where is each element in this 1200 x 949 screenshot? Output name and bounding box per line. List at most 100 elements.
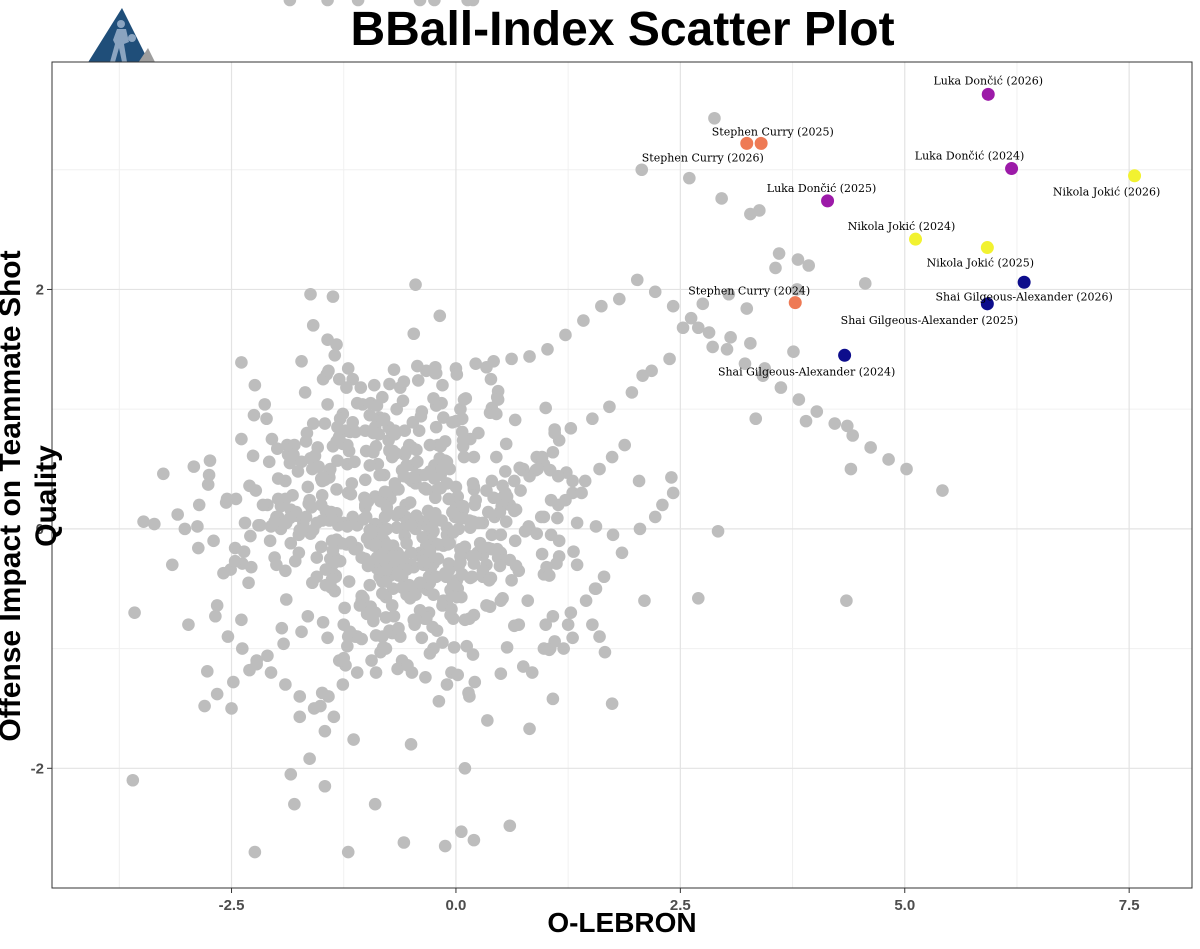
background-point — [219, 496, 233, 509]
background-point — [509, 559, 523, 573]
background-point — [357, 512, 370, 526]
background-point — [570, 516, 584, 530]
background-point — [844, 462, 858, 476]
chart-title: BBall-Index Scatter Plot — [350, 3, 895, 56]
background-point — [210, 687, 224, 701]
background-point — [407, 471, 421, 484]
background-point — [846, 429, 859, 442]
background-point — [749, 412, 763, 426]
background-point — [287, 448, 300, 461]
background-point — [810, 405, 824, 418]
highlighted-point — [909, 232, 923, 246]
background-point — [318, 724, 332, 738]
background-point — [446, 416, 459, 429]
background-point — [455, 825, 468, 839]
highlighted-labels: Luka Dončić (2026) Luka Dončić (2024) Luka… — [642, 74, 1161, 378]
background-point — [423, 438, 437, 452]
background-point — [378, 510, 392, 524]
background-point — [438, 435, 452, 448]
y-tick-label: 2 — [36, 281, 44, 298]
background-point — [505, 574, 518, 587]
background-point — [500, 490, 514, 503]
highlighted-point — [980, 241, 994, 255]
background-point — [445, 602, 458, 616]
background-point — [227, 675, 240, 689]
background-point — [363, 578, 377, 592]
background-point — [248, 845, 262, 859]
background-point — [790, 283, 804, 296]
background-point — [350, 666, 364, 679]
background-point — [630, 273, 644, 287]
background-point — [303, 752, 316, 766]
background-point — [525, 666, 539, 679]
background-point — [256, 498, 270, 512]
highlighted-point — [838, 348, 852, 362]
background-point — [360, 496, 374, 509]
background-point — [505, 352, 518, 366]
background-point — [490, 407, 503, 421]
background-point — [331, 420, 344, 434]
background-point — [260, 412, 273, 426]
highlighted-point-label: Luka Dončić (2025) — [767, 182, 877, 195]
background-point — [341, 362, 355, 375]
background-point — [485, 474, 499, 488]
background-point — [559, 493, 572, 507]
background-point — [434, 481, 447, 495]
background-point — [564, 422, 578, 435]
background-point — [521, 594, 535, 607]
background-point — [691, 592, 705, 605]
background-point — [345, 477, 359, 490]
background-point — [476, 564, 490, 578]
background-point — [575, 486, 588, 500]
background-point — [344, 535, 358, 549]
background-point — [349, 425, 362, 439]
highlighted-point-label: Luka Dončić (2024) — [915, 150, 1025, 163]
background-point — [443, 536, 456, 550]
background-point — [541, 343, 554, 356]
background-point — [201, 478, 215, 491]
background-point — [447, 641, 461, 654]
background-point — [318, 779, 332, 793]
background-point — [508, 413, 522, 427]
background-point — [397, 836, 411, 849]
background-point — [936, 484, 949, 497]
background-point — [840, 594, 853, 607]
x-tick-label: -2.5 — [219, 897, 245, 914]
background-point — [288, 438, 301, 452]
background-point — [551, 511, 564, 525]
background-point — [365, 654, 378, 667]
background-point — [370, 551, 384, 564]
background-point — [828, 417, 842, 430]
background-point — [467, 450, 481, 464]
background-point — [564, 606, 578, 619]
background-point — [787, 345, 800, 358]
background-point — [346, 416, 360, 429]
background-point — [552, 550, 566, 563]
background-point — [663, 352, 676, 366]
highlighted-point-label: Shai Gilgeous-Alexander (2025) — [841, 314, 1018, 327]
background-point — [457, 450, 471, 464]
background-point — [419, 671, 432, 684]
background-point — [676, 321, 690, 335]
background-point — [383, 377, 396, 391]
background-point — [271, 472, 285, 485]
highlighted-points — [740, 87, 1142, 362]
highlighted-point — [821, 194, 835, 208]
background-point — [385, 599, 399, 612]
background-point — [413, 603, 427, 617]
background-point — [403, 496, 417, 509]
background-point — [235, 432, 248, 446]
background-point — [325, 572, 339, 586]
background-point — [263, 534, 277, 548]
background-point — [472, 516, 485, 530]
background-point — [791, 253, 805, 266]
background-point — [702, 326, 716, 339]
background-point — [128, 606, 141, 619]
background-point — [360, 607, 374, 621]
background-point — [458, 761, 472, 775]
x-tick-label: 2.5 — [670, 897, 691, 914]
background-point — [387, 609, 401, 623]
background-point — [513, 461, 526, 475]
background-point — [561, 618, 575, 631]
